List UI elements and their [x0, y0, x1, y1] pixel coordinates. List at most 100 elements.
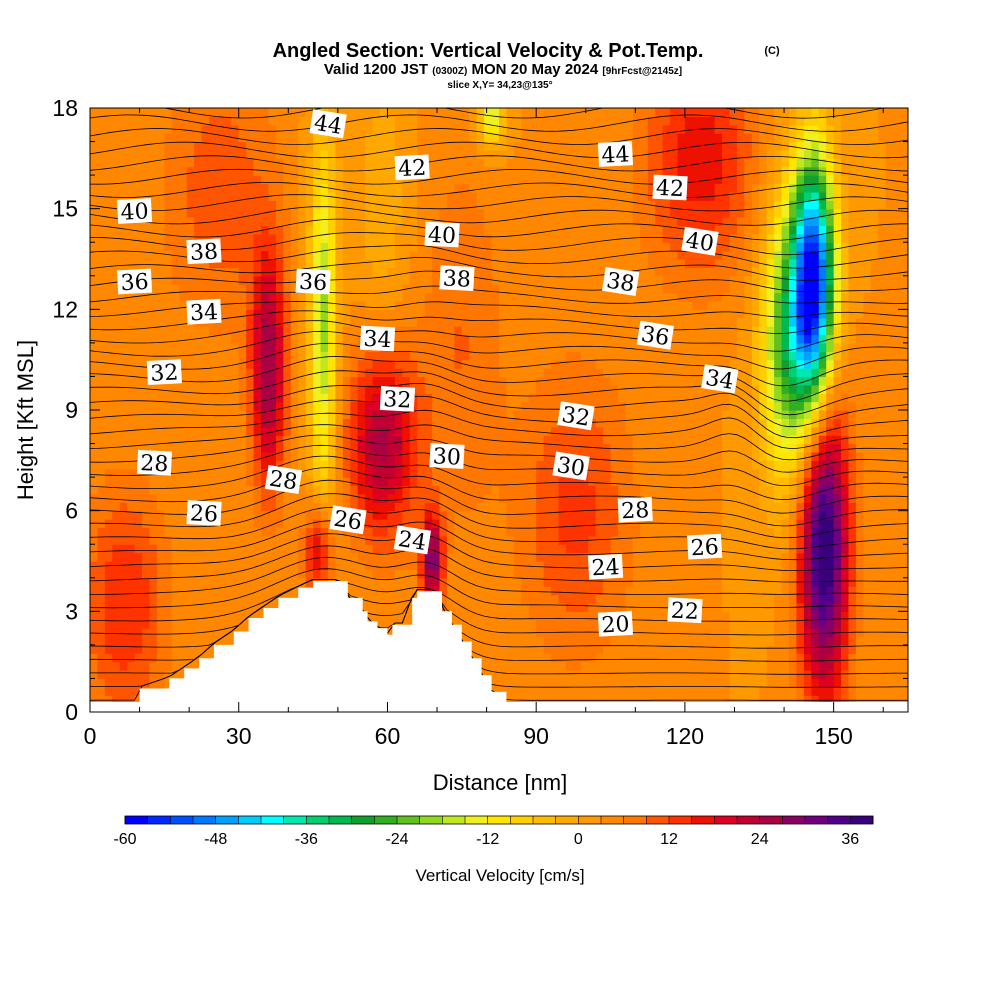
velocity-cell — [759, 644, 768, 654]
velocity-cell — [774, 636, 783, 646]
velocity-cell — [744, 468, 753, 478]
velocity-cell — [796, 435, 805, 445]
velocity-cell — [476, 602, 485, 612]
velocity-cell — [551, 527, 560, 537]
velocity-cell — [692, 510, 701, 520]
velocity-cell — [885, 577, 894, 587]
velocity-cell — [632, 678, 641, 688]
velocity-cell — [238, 376, 247, 386]
velocity-cell — [551, 368, 560, 378]
velocity-cell — [357, 426, 366, 436]
velocity-cell — [439, 493, 448, 503]
velocity-cell — [238, 519, 247, 529]
velocity-cell — [261, 544, 270, 554]
velocity-cell — [454, 611, 463, 621]
velocity-cell — [811, 544, 820, 554]
velocity-cell — [551, 670, 560, 680]
velocity-cell — [855, 602, 864, 612]
velocity-cell — [335, 552, 344, 562]
velocity-cell — [261, 460, 270, 470]
velocity-cell — [469, 451, 478, 461]
velocity-cell — [833, 561, 842, 570]
velocity-cell — [476, 552, 485, 562]
velocity-cell — [253, 418, 262, 428]
velocity-cell — [662, 451, 671, 461]
velocity-cell — [238, 561, 247, 570]
velocity-cell — [595, 393, 604, 403]
velocity-cell — [789, 376, 798, 386]
velocity-cell — [714, 493, 723, 503]
velocity-cell — [499, 686, 508, 696]
velocity-cell — [513, 611, 522, 621]
velocity-cell — [528, 401, 537, 411]
velocity-cell — [112, 577, 121, 587]
velocity-cell — [142, 510, 151, 520]
velocity-cell — [179, 561, 188, 570]
velocity-cell — [261, 493, 270, 503]
velocity-cell — [863, 561, 872, 570]
velocity-cell — [811, 401, 820, 411]
velocity-cell — [335, 326, 344, 336]
velocity-cell — [268, 351, 277, 361]
velocity-cell — [736, 393, 745, 403]
velocity-cell — [231, 586, 240, 596]
velocity-cell — [97, 502, 106, 512]
velocity-cell — [231, 577, 240, 587]
velocity-cell — [878, 552, 887, 562]
velocity-cell — [640, 410, 649, 419]
velocity-cell — [327, 435, 336, 445]
velocity-cell — [870, 468, 879, 478]
velocity-cell — [565, 384, 574, 394]
velocity-cell — [521, 678, 530, 688]
velocity-cell — [803, 460, 812, 470]
velocity-cell — [484, 477, 493, 487]
velocity-cell — [714, 577, 723, 587]
velocity-cell — [595, 384, 604, 394]
velocity-cell — [848, 569, 857, 579]
velocity-cell — [446, 393, 455, 403]
velocity-cell — [171, 401, 180, 411]
velocity-cell — [833, 502, 842, 512]
velocity-cell — [781, 435, 790, 445]
velocity-cell — [97, 586, 106, 596]
velocity-cell — [528, 535, 537, 545]
velocity-cell — [722, 510, 731, 520]
velocity-cell — [855, 493, 864, 503]
velocity-cell — [766, 577, 775, 587]
velocity-cell — [164, 502, 173, 512]
velocity-cell — [699, 468, 708, 478]
velocity-cell — [759, 435, 768, 445]
velocity-cell — [432, 477, 441, 487]
velocity-cell — [171, 586, 180, 596]
velocity-cell — [744, 384, 753, 394]
velocity-cell — [298, 351, 307, 361]
velocity-cell — [744, 661, 753, 671]
velocity-cell — [156, 611, 165, 621]
velocity-cell — [313, 493, 322, 503]
velocity-cell — [781, 678, 790, 688]
velocity-cell — [528, 619, 537, 629]
velocity-cell — [402, 435, 411, 445]
velocity-cell — [127, 628, 136, 638]
velocity-cell — [521, 368, 530, 378]
velocity-cell — [803, 561, 812, 570]
velocity-cell — [90, 410, 99, 419]
velocity-cell — [179, 552, 188, 562]
velocity-cell — [677, 644, 686, 654]
velocity-cell — [751, 334, 760, 344]
velocity-cell — [387, 611, 396, 621]
velocity-cell — [684, 435, 693, 445]
velocity-cell — [640, 535, 649, 545]
velocity-cell — [380, 376, 389, 386]
velocity-cell — [670, 401, 679, 411]
velocity-cell — [573, 670, 582, 680]
velocity-cell — [253, 351, 262, 361]
velocity-cell — [231, 611, 240, 621]
velocity-cell — [461, 342, 470, 352]
velocity-cell — [216, 451, 225, 461]
velocity-cell — [580, 678, 589, 688]
velocity-cell — [900, 435, 908, 445]
velocity-cell — [603, 586, 612, 596]
velocity-cell — [684, 451, 693, 461]
velocity-cell — [104, 368, 113, 378]
